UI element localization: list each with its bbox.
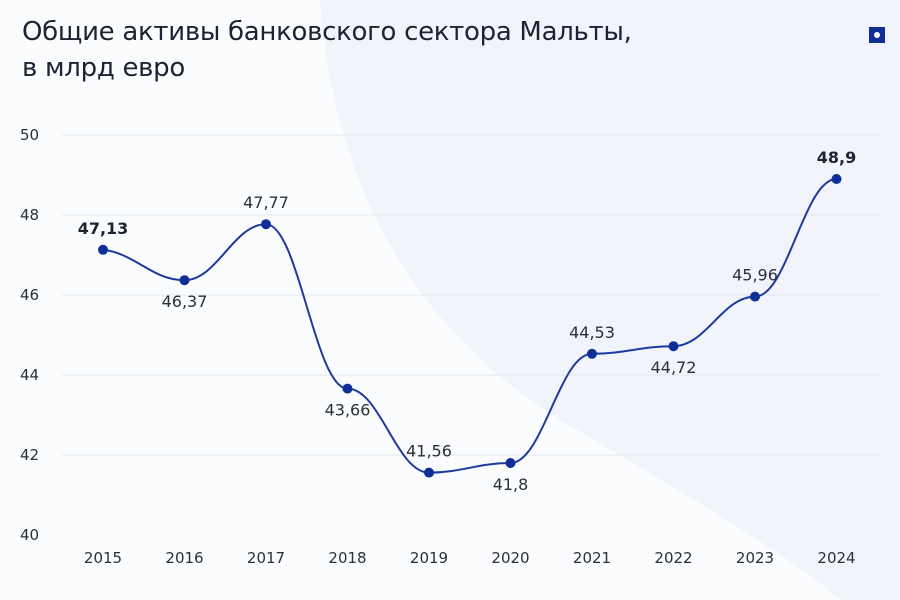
square-dot-icon [869, 27, 885, 43]
data-point [261, 219, 271, 230]
title-line-1: Общие активы банковского сектора Мальты, [22, 17, 632, 47]
data-label: 41,56 [406, 442, 452, 461]
data-label: 47,13 [78, 219, 129, 238]
x-tick-label: 2023 [736, 549, 774, 567]
x-tick-label: 2015 [84, 549, 122, 567]
y-tick-label: 40 [20, 526, 39, 544]
y-tick-label: 46 [20, 286, 39, 304]
data-point [668, 341, 679, 352]
y-tick-label: 48 [20, 206, 39, 224]
x-tick-label: 2024 [817, 549, 855, 567]
x-tick-label: 2021 [573, 549, 611, 567]
x-tick-label: 2016 [165, 549, 203, 567]
data-point [179, 275, 190, 286]
data-label: 47,77 [243, 193, 289, 212]
chart-title: Общие активы банковского сектора Мальты,… [22, 14, 632, 86]
x-tick-label: 2017 [247, 549, 285, 567]
data-label: 44,72 [651, 358, 697, 377]
data-point [424, 467, 434, 478]
data-point [587, 348, 597, 359]
data-point [831, 174, 842, 184]
data-point [750, 291, 760, 302]
data-label: 45,96 [732, 266, 778, 285]
data-label: 48,9 [817, 148, 856, 167]
x-tick-label: 2020 [491, 549, 529, 567]
data-label: 46,37 [162, 292, 208, 311]
data-point [98, 244, 108, 255]
y-tick-label: 50 [20, 126, 39, 144]
data-point [505, 458, 516, 468]
title-line-2: в млрд евро [22, 53, 185, 83]
data-label: 43,66 [325, 401, 371, 420]
x-tick-label: 2019 [410, 549, 448, 567]
data-label: 41,8 [493, 475, 529, 494]
data-label: 44,53 [569, 323, 615, 342]
series-line [102, 178, 837, 474]
x-tick-label: 2022 [654, 549, 692, 567]
x-tick-label: 2018 [328, 549, 366, 567]
y-tick-label: 42 [20, 446, 39, 464]
data-point [342, 383, 353, 394]
y-tick-label: 44 [20, 366, 39, 384]
